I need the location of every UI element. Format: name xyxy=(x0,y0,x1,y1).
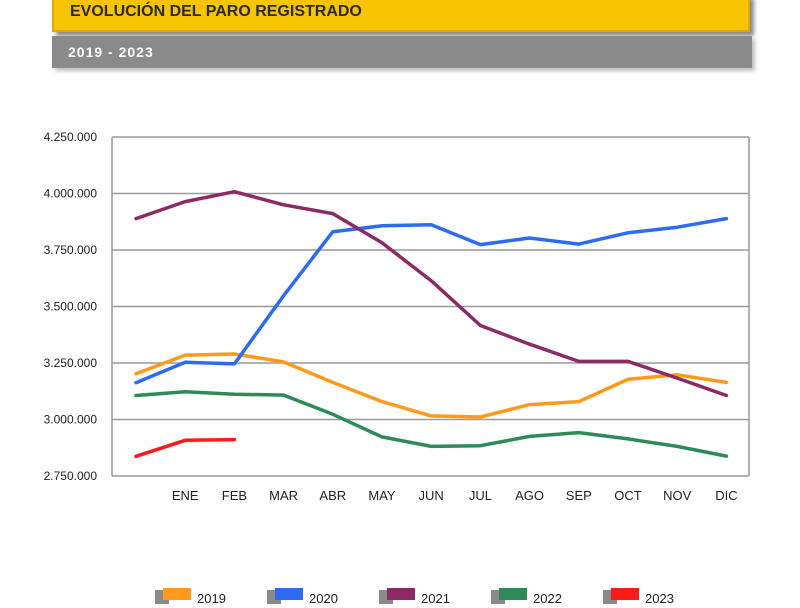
grid-lines xyxy=(112,136,749,477)
x-tick-label: SEP xyxy=(566,488,592,503)
y-tick-labels: 2.750.000 3.000.000 3.250.000 3.500.000 3.75… xyxy=(44,130,98,483)
x-tick-label: JUL xyxy=(469,488,492,503)
x-tick-label: MAR xyxy=(269,488,298,503)
series-line-2021 xyxy=(134,189,729,398)
chart-subtitle: 2019 - 2023 xyxy=(68,44,154,60)
y-tick-label: 2.750.000 xyxy=(44,469,98,483)
series-line-2019 xyxy=(134,352,729,419)
legend-label: 2020 xyxy=(309,591,338,606)
legend-swatch xyxy=(163,588,191,600)
legend-swatch xyxy=(499,588,527,600)
x-tick-label: JUN xyxy=(419,488,444,503)
x-tick-label: AGO xyxy=(515,488,544,503)
x-tick-label: NOV xyxy=(663,488,692,503)
series-line-2020 xyxy=(134,216,729,385)
series-line-2022 xyxy=(134,389,729,458)
x-tick-label: DIC xyxy=(715,488,737,503)
x-tick-label: OCT xyxy=(614,488,642,503)
legend-label: 2019 xyxy=(197,591,226,606)
series-line-2023 xyxy=(134,437,237,459)
legend-label: 2021 xyxy=(421,591,450,606)
y-tick-label: 4.250.000 xyxy=(44,130,98,144)
chart-title: EVOLUCIÓN DEL PARO REGISTRADO xyxy=(70,3,362,20)
legend-label: 2022 xyxy=(533,591,562,606)
x-tick-label: FEB xyxy=(222,488,247,503)
legend: 2019 2020 2021 2022 2023 xyxy=(155,588,715,608)
y-tick-label: 4.000.000 xyxy=(44,187,98,201)
legend-swatch xyxy=(611,588,639,600)
legend-label: 2023 xyxy=(645,591,674,606)
x-tick-label: MAY xyxy=(368,488,396,503)
title-bar: EVOLUCIÓN DEL PARO REGISTRADO xyxy=(52,0,750,32)
y-tick-label: 3.250.000 xyxy=(44,356,98,370)
x-tick-label: ABR xyxy=(319,488,346,503)
legend-swatch xyxy=(275,588,303,600)
series-lines xyxy=(134,189,729,459)
y-tick-label: 3.500.000 xyxy=(44,300,98,314)
x-tick-labels: ENE FEB MAR ABR MAY JUN JUL AGO SEP OCT NOV DIC xyxy=(172,488,738,503)
x-tick-label: ENE xyxy=(172,488,199,503)
axes xyxy=(111,137,750,476)
y-tick-label: 3.750.000 xyxy=(44,243,98,257)
y-tick-label: 3.000.000 xyxy=(44,413,98,427)
subtitle-bar: 2019 - 2023 xyxy=(52,36,752,68)
legend-swatch xyxy=(387,588,415,600)
